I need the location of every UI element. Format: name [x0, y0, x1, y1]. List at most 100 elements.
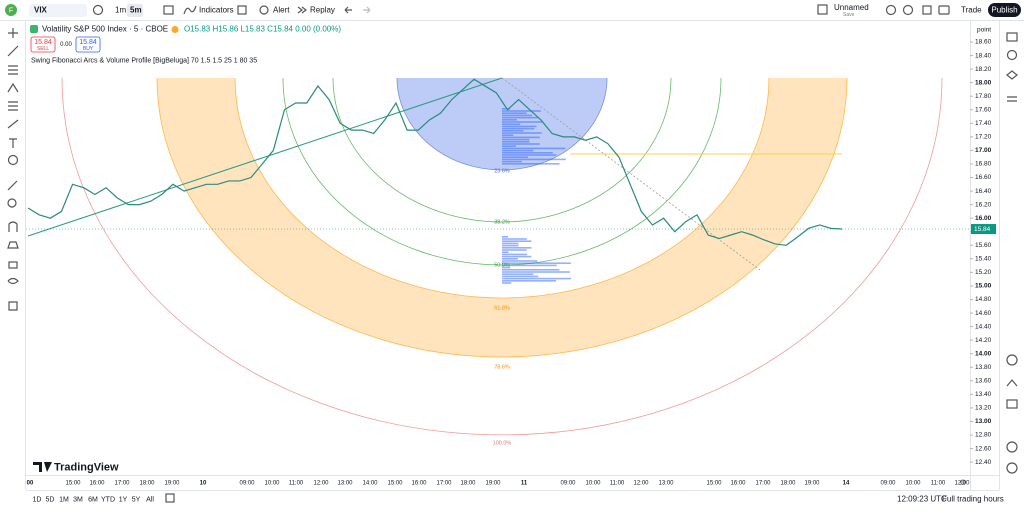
settings[interactable] [902, 4, 914, 16]
date-range-icon[interactable] [165, 493, 175, 503]
templates-icon[interactable] [237, 5, 247, 15]
x-tick-label: 19:00 [164, 481, 180, 487]
sell-label[interactable]: SELL [37, 46, 49, 52]
x-tick-label: 11:00 [931, 481, 946, 487]
x-tick-label: 10:00 [905, 481, 921, 487]
snapshot[interactable] [938, 5, 950, 15]
volume-profile [502, 145, 517, 147]
x-tick-label: 17:00 [114, 481, 130, 487]
x-tick-label: 17:00 [436, 481, 452, 487]
y-tick-label: 18.40 [975, 52, 992, 59]
publish-button[interactable] [988, 3, 1021, 17]
volume-profile [502, 242, 519, 245]
volume-profile [502, 277, 571, 280]
symbol[interactable]: VIX [34, 6, 48, 15]
redo[interactable] [363, 6, 371, 14]
last-price: 15.84 [974, 226, 991, 233]
y-tick-label: 16.00 [975, 215, 992, 222]
x-tick-label: 15:00 [387, 481, 403, 487]
volume-profile [502, 238, 527, 240]
y-tick-label: 15.20 [975, 269, 992, 276]
layout-checkbox[interactable] [817, 4, 828, 15]
volume-profile [502, 269, 560, 271]
legend-ohlc: O15.83 H15.86 L15.83 C15.84 0.00 (0.00%) [184, 25, 341, 34]
y-tick-label: 13.80 [975, 364, 992, 371]
add-symbol[interactable] [92, 4, 104, 16]
range-button[interactable]: 6M [88, 496, 98, 503]
fib-label: 38.2% [494, 219, 510, 225]
y-tick-label: 13.20 [975, 405, 992, 412]
volume-profile [502, 262, 571, 264]
alert[interactable]: Alert [273, 6, 290, 15]
volume-profile [502, 152, 553, 154]
indicators[interactable]: Indicators [199, 6, 234, 15]
y-tick-label: 12.80 [975, 432, 992, 439]
volume-profile [502, 275, 539, 278]
session[interactable]: Full trading hours [942, 495, 1004, 504]
layout-name[interactable]: Unnamed [834, 3, 869, 12]
volume-profile [502, 110, 541, 112]
buy-price[interactable]: 15.84 [79, 39, 97, 46]
y-tick-label: 17.40 [975, 120, 992, 127]
interval[interactable]: 1m [115, 6, 126, 15]
x-tick-label: 16:00 [730, 481, 746, 487]
volume-profile [502, 123, 521, 125]
chart-type-icon[interactable] [163, 5, 174, 15]
y-tick-label: 13.40 [975, 391, 992, 398]
axis-settings[interactable]: ⚙ [959, 478, 966, 487]
range-button[interactable]: YTD [101, 496, 115, 503]
publish[interactable]: Publish [991, 6, 1017, 15]
watermark: TradingView [54, 461, 119, 473]
x-tick-label: 14:00 [362, 481, 378, 487]
y-tick-label: 16.20 [975, 201, 992, 208]
fullscreen[interactable] [922, 5, 932, 15]
volume-profile [502, 160, 522, 163]
trade[interactable]: Trade [961, 6, 982, 15]
trend-line [27, 77, 503, 237]
avatar[interactable] [5, 4, 17, 16]
buy-button[interactable] [75, 36, 101, 53]
save[interactable]: Save [843, 12, 855, 18]
fib-label: 23.6% [494, 168, 510, 174]
range-button[interactable]: 5D [46, 496, 55, 503]
fib-arc [61, 77, 943, 436]
x-tick-label: 09:00 [880, 481, 896, 487]
volume-profile [502, 163, 560, 165]
volume-profile [502, 127, 535, 130]
clock: 12:09:23 UTC [897, 495, 947, 504]
volume-profile [502, 240, 532, 242]
range-button[interactable]: 1M [59, 496, 69, 503]
fib-arc [332, 77, 672, 223]
y-tick-label: 15.40 [975, 256, 992, 263]
x-tick-label: 18:00 [780, 481, 796, 487]
x-tick-label: 10 [200, 481, 207, 487]
range-button[interactable]: 3M [73, 496, 83, 503]
x-tick-label: 14 [843, 481, 850, 487]
watermark-logo [33, 462, 52, 472]
indicators-icon [183, 5, 197, 15]
x-tick-label: 15:00 [706, 481, 722, 487]
range-button[interactable]: 5Y [132, 496, 141, 503]
fib-zone [157, 78, 847, 357]
undo[interactable] [344, 6, 352, 14]
buy-label[interactable]: BUY [83, 46, 94, 52]
x-tick-label: 00 [27, 481, 34, 487]
replay[interactable]: Replay [310, 6, 335, 15]
interval[interactable]: 5m [130, 6, 142, 15]
fib-label: 61.8% [494, 305, 510, 311]
y-tick-label: 17.00 [975, 147, 992, 154]
range-button[interactable]: 1Y [119, 496, 128, 503]
volume-profile [502, 253, 528, 256]
symbol-box[interactable] [29, 4, 87, 17]
y-tick-label: 18.00 [975, 79, 992, 86]
sell-button[interactable] [30, 36, 56, 53]
sell-price[interactable]: 15.84 [34, 39, 52, 46]
x-tick-label: 13:00 [337, 481, 353, 487]
volume-profile [502, 136, 540, 139]
price-line [27, 78, 843, 246]
search[interactable] [885, 4, 897, 16]
range-button[interactable]: All [146, 496, 154, 503]
range-button[interactable]: 1D [33, 496, 42, 503]
x-tick-label: 17:00 [755, 481, 771, 487]
